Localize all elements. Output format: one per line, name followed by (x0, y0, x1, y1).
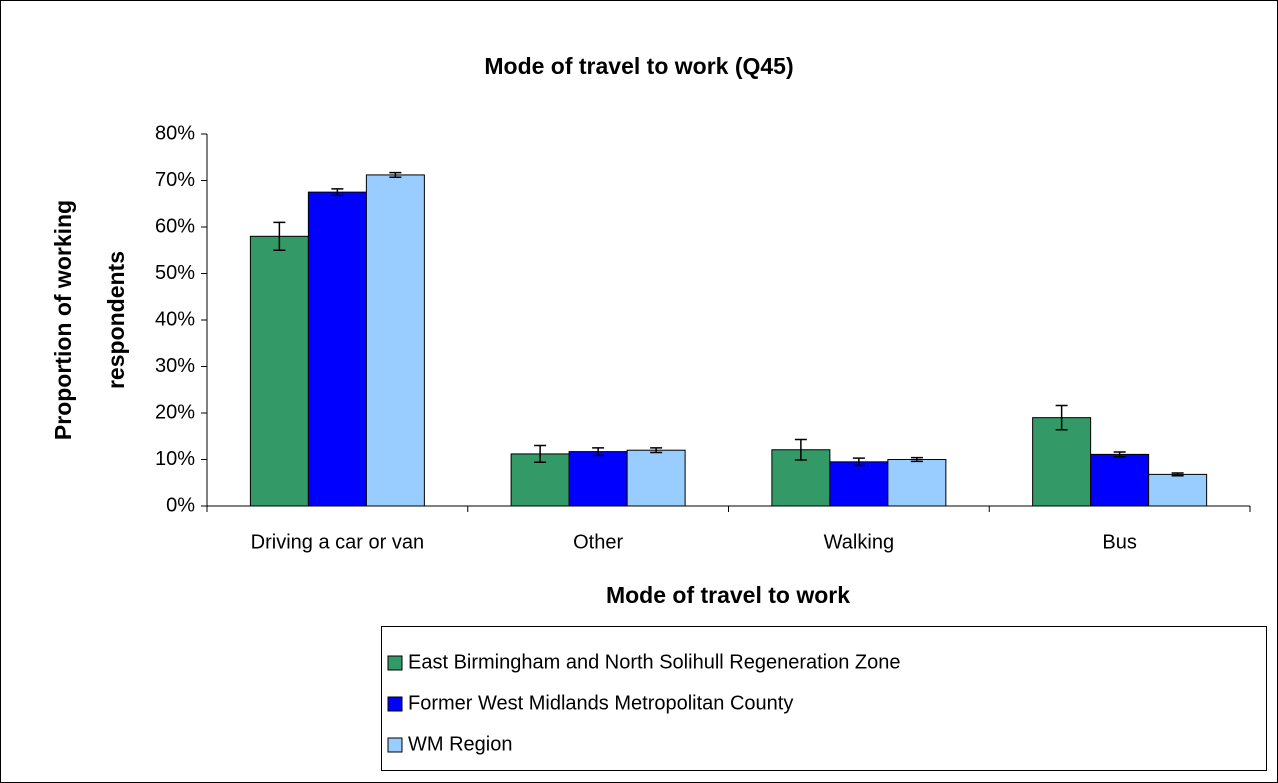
y-tick-label: 0% (166, 494, 195, 516)
y-tick-label: 30% (155, 355, 195, 377)
y-tick-label: 40% (155, 308, 195, 330)
y-axis-title: respondents (103, 251, 129, 389)
y-tick-label: 20% (155, 401, 195, 423)
bar (568, 451, 628, 507)
legend-label: Former West Midlands Metropolitan County (408, 692, 793, 714)
y-axis-title: Proportion of working (50, 200, 76, 440)
x-tick-label: Driving a car or van (251, 531, 424, 553)
legend-swatch (387, 737, 403, 753)
bar (626, 449, 686, 507)
error-bar (1113, 451, 1126, 458)
bar (887, 459, 947, 507)
error-bar (1171, 472, 1184, 477)
error-bar (389, 171, 402, 178)
error-bar (273, 221, 286, 251)
y-tick-label: 80% (155, 122, 195, 144)
legend-swatch (387, 655, 403, 671)
error-bar (1055, 404, 1068, 431)
x-axis-title: Mode of travel to work (606, 582, 850, 608)
legend-label: East Birmingham and North Solihull Regen… (408, 651, 901, 673)
error-bar (534, 444, 547, 464)
y-tick-label: 60% (155, 215, 195, 237)
bar (249, 235, 309, 507)
bar (829, 461, 889, 507)
error-bar (331, 188, 344, 197)
x-tick-label: Bus (1102, 531, 1136, 553)
y-tick-label: 50% (155, 262, 195, 284)
bar (307, 191, 367, 507)
error-bar (650, 447, 663, 454)
chart-title: Mode of travel to work (Q45) (484, 53, 793, 79)
bar (1032, 417, 1092, 507)
bar (1148, 473, 1208, 507)
error-bar (910, 456, 923, 463)
y-tick-label: 10% (155, 448, 195, 470)
bar (365, 174, 425, 507)
error-bar (592, 447, 605, 457)
error-bar (852, 457, 865, 467)
x-tick-label: Walking (824, 531, 894, 553)
x-tick-label: Other (573, 531, 623, 553)
error-bar (794, 438, 807, 461)
legend-box (381, 626, 1267, 771)
bar (1090, 453, 1150, 507)
legend-swatch (387, 696, 403, 712)
legend-label: WM Region (408, 733, 512, 755)
y-tick-label: 70% (155, 169, 195, 191)
